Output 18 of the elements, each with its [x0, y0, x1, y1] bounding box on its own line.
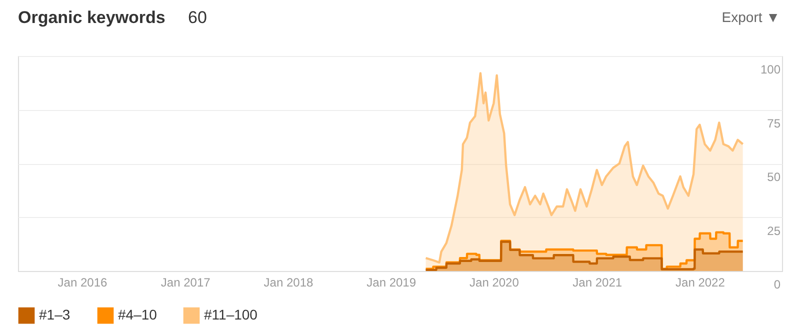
legend-label: #1–3 [39, 306, 70, 323]
y-tick-label: 75 [767, 116, 781, 130]
x-tick-label: Jan 2017 [160, 276, 211, 290]
x-tick-label: Jan 2016 [58, 276, 108, 290]
x-tick-label: Jan 2021 [572, 276, 622, 290]
x-tick-label: Jan 2022 [676, 276, 726, 290]
text: Export ▼ [722, 9, 780, 25]
x-tick-label: Jan 2018 [264, 276, 314, 290]
x-tick-label: Jan 2019 [366, 276, 416, 290]
y-tick-label: 50 [767, 170, 781, 184]
text: 60 [188, 8, 207, 27]
chart-title: Organic keywords [18, 8, 166, 27]
legend-label: #11–100 [204, 306, 258, 323]
x-tick-label: Jan 2020 [470, 276, 520, 290]
legend-label: #4–10 [118, 306, 158, 323]
y-tick-label: 100 [760, 62, 781, 76]
y-tick-label: 0 [774, 278, 781, 292]
y-tick-label: 25 [767, 224, 781, 238]
